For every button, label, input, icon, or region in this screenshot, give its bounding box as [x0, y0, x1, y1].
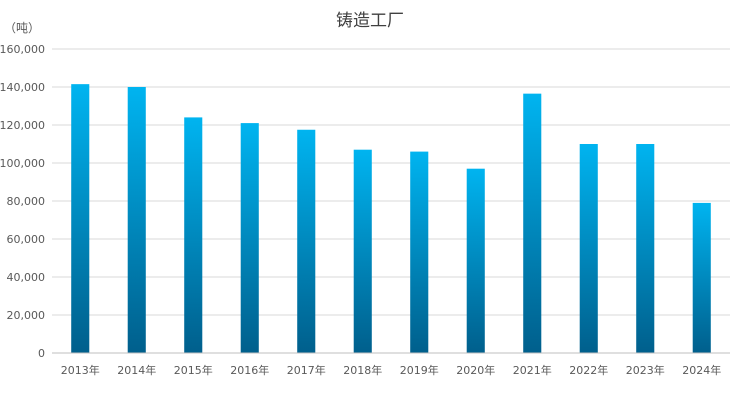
- bar-2013年: [71, 84, 90, 354]
- bar-2015年: [184, 117, 203, 354]
- bar-2014年: [127, 87, 146, 353]
- y-tick-label: 120,000: [0, 119, 45, 132]
- y-axis-unit-label: （吨）: [4, 21, 40, 35]
- y-tick-label: 100,000: [0, 157, 45, 170]
- x-axis-ticks: 2013年 2014年 2015年 2016年 2017年 2018年 2019年 2020年…: [61, 363, 722, 377]
- y-tick-label: 40,000: [7, 271, 46, 284]
- bar-2022年: [579, 144, 598, 353]
- x-tick-label: 2024年: [682, 363, 721, 377]
- x-tick-label: 2015年: [174, 363, 213, 377]
- bar-2016年: [240, 123, 259, 353]
- x-tick-label: 2023年: [626, 363, 665, 377]
- x-tick-label: 2019年: [400, 363, 439, 377]
- y-tick-label: 60,000: [7, 233, 46, 246]
- y-tick-label: 140,000: [0, 81, 45, 94]
- bar-2019年: [410, 151, 429, 353]
- y-tick-label: 80,000: [7, 195, 46, 208]
- y-tick-label: 0: [38, 347, 45, 360]
- bar-2020年: [466, 168, 485, 353]
- y-tick-label: 160,000: [0, 43, 45, 56]
- bar-2024年: [692, 202, 711, 353]
- x-tick-label: 2021年: [513, 363, 552, 377]
- y-tick-label: 20,000: [7, 309, 46, 322]
- chart-title: 铸造工厂: [336, 11, 404, 31]
- bar-2017年: [297, 129, 316, 353]
- gridlines: [52, 48, 730, 316]
- bar-2023年: [636, 144, 655, 353]
- x-tick-label: 2013年: [61, 363, 100, 377]
- x-tick-label: 2020年: [456, 363, 495, 377]
- bars: [71, 84, 711, 354]
- y-axis-ticks: 0 20,000 40,000 60,000 80,000 100,000 120,000 1…: [0, 43, 45, 360]
- x-tick-label: 2022年: [569, 363, 608, 377]
- bar-2018年: [353, 149, 372, 353]
- x-tick-label: 2014年: [117, 363, 156, 377]
- x-tick-label: 2016年: [230, 363, 269, 377]
- x-tick-label: 2018年: [343, 363, 382, 377]
- x-tick-label: 2017年: [287, 363, 326, 377]
- bar-2021年: [523, 93, 542, 354]
